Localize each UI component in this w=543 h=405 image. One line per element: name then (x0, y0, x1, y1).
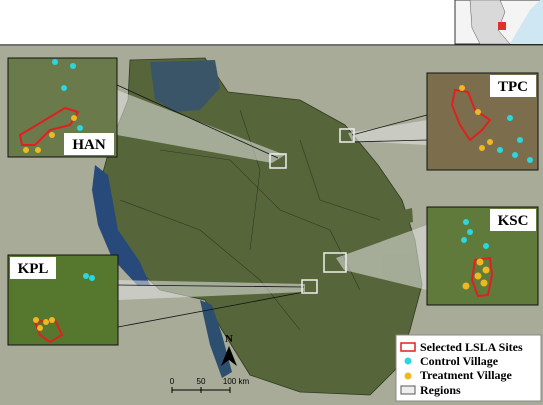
top-strip (0, 0, 543, 45)
inset-tpc: TPC (426, 72, 539, 171)
inset-label: TPC (498, 79, 528, 95)
inset-label: KPL (18, 261, 49, 277)
scale-label: 0 (170, 377, 175, 386)
scale-label: 50 (197, 377, 206, 386)
inset-ksc: KSC (426, 206, 539, 306)
inset-kpl: KPL (7, 254, 119, 346)
inset-label: KSC (498, 213, 529, 229)
legend-label: Regions (420, 383, 461, 397)
scale-bar: 0 50 100 km (170, 377, 250, 393)
scale-label: 100 km (223, 377, 250, 386)
connector-lines (116, 84, 428, 328)
legend-label: Selected LSLA Sites (420, 340, 523, 354)
connectors (117, 90, 427, 300)
locator-map (454, 0, 543, 45)
inset-label: HAN (72, 137, 106, 153)
north-label: N (225, 333, 233, 345)
inset-han: HAN (7, 57, 118, 158)
legend: Selected LSLA Sites Control Village Trea… (395, 334, 542, 402)
site-boxes (269, 128, 355, 294)
legend-label: Control Village (420, 354, 499, 368)
north-arrow: N (221, 333, 237, 366)
legend-label: Treatment Village (420, 368, 513, 382)
